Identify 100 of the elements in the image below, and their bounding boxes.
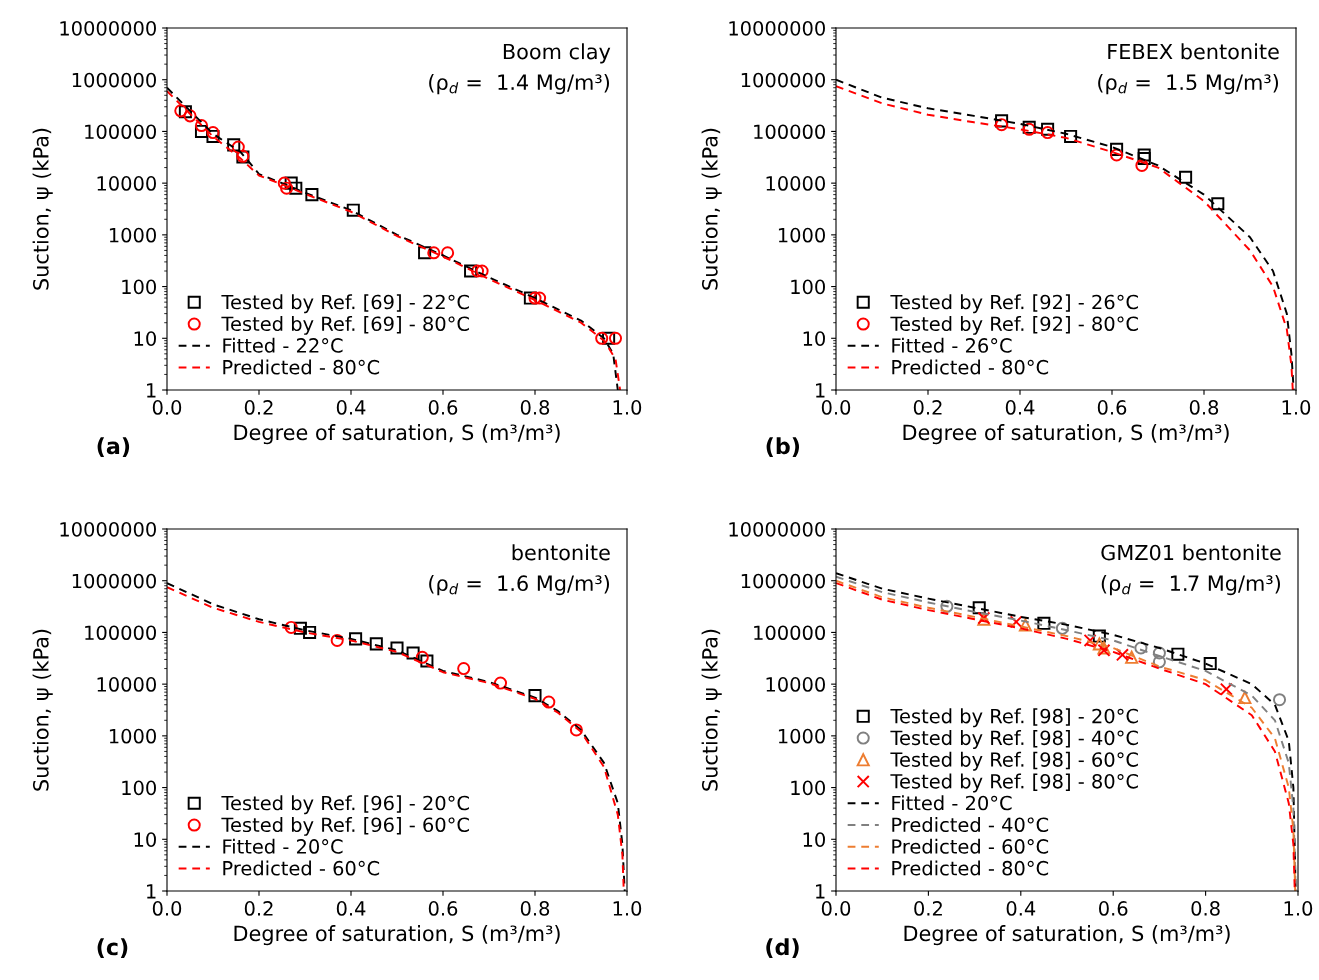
- y-tick-label: 10000: [97, 677, 156, 692]
- point: [1152, 646, 1166, 660]
- x-tick-label: 0.4: [336, 400, 366, 415]
- y-tick-label: 10000: [766, 176, 825, 191]
- y-tick-label: 1000: [109, 728, 156, 744]
- x-tick-label: 0.8: [520, 901, 550, 916]
- point: [1125, 650, 1139, 664]
- point: [231, 140, 245, 154]
- point: [1110, 148, 1124, 162]
- legend-label: Tested by Ref. [98] - 20°C: [890, 708, 1138, 728]
- y-tick-label: 1000: [778, 728, 825, 744]
- x-tick-label: 0.0: [821, 901, 851, 916]
- point: [1203, 657, 1217, 671]
- y-tick-label: 100: [122, 780, 156, 796]
- y-tick-label: 10: [803, 832, 825, 847]
- y-axis-title: Suction, ψ (kPa): [32, 629, 53, 791]
- legend-label: Tested by Ref. [98] - 80°C: [890, 773, 1138, 793]
- point: [194, 119, 209, 133]
- point: [1179, 170, 1193, 184]
- annotation: (ρ$_{d}$ = 1.5 Mg/m³): [1098, 74, 1279, 95]
- annotation: FEBEX bentonite: [1108, 43, 1279, 60]
- y-tick-label: 100000: [85, 625, 156, 641]
- point: [369, 637, 383, 651]
- y-tick-label: 1: [147, 884, 156, 899]
- x-tick-label: 0.0: [152, 901, 182, 916]
- annotation: GMZ01 bentonite: [1101, 544, 1281, 561]
- y-tick-label: 10: [803, 331, 825, 346]
- y-axis-title: Suction, ψ (kPa): [32, 128, 53, 290]
- x-tick-label: 0.8: [1191, 901, 1220, 916]
- x-tick-label: 0.2: [913, 400, 942, 415]
- x-tick-label: 1.0: [1282, 400, 1311, 415]
- point: [475, 264, 489, 278]
- text: (b): [766, 437, 800, 457]
- point: [303, 625, 317, 639]
- y-tick-label: 1000000: [72, 573, 156, 589]
- legend-label: Tested by Ref. [96] - 20°C: [221, 795, 469, 815]
- annotation: (ρ$_{d}$ = 1.7 Mg/m³): [1101, 575, 1280, 596]
- y-tick-label: 1: [816, 383, 825, 398]
- legend-label: Tested by Ref. [92] - 26°C: [890, 294, 1138, 314]
- point: [1064, 129, 1078, 143]
- point: [528, 291, 542, 305]
- point: [194, 124, 209, 138]
- point: [418, 246, 432, 260]
- point: [1152, 655, 1166, 669]
- legend-label: Fitted - 20°C: [892, 795, 1012, 811]
- point: [420, 654, 434, 668]
- point: [608, 331, 623, 345]
- annotation: bentonite: [512, 544, 610, 561]
- legend-label: Tested by Ref. [96] - 60°C: [221, 817, 469, 836]
- point: [569, 723, 583, 737]
- point: [1041, 126, 1055, 140]
- text: (d): [766, 938, 799, 958]
- text: (a): [97, 437, 130, 457]
- point: [284, 620, 298, 634]
- y-tick-label: 1: [147, 383, 156, 398]
- text: (c): [97, 938, 128, 958]
- point: [349, 632, 363, 646]
- y-tick-label: 10000000: [729, 521, 825, 537]
- point: [1134, 641, 1148, 655]
- point: [528, 689, 542, 703]
- y-tick-label: 100: [791, 279, 825, 295]
- point: [972, 601, 986, 615]
- point: [1272, 693, 1287, 707]
- x-tick-label: 0.2: [244, 400, 273, 415]
- annotation: (ρ$_{d}$ = 1.4 Mg/m³): [429, 74, 610, 95]
- point: [1083, 633, 1097, 647]
- legend-label: Tested by Ref. [92] - 80°C: [890, 316, 1138, 335]
- point: [1110, 142, 1124, 156]
- point: [1092, 637, 1106, 651]
- y-axis-title: Suction, ψ (kPa): [701, 128, 722, 290]
- x-tick-label: 1.0: [613, 901, 642, 916]
- x-tick-label: 1.0: [1284, 901, 1313, 916]
- y-tick-label: 1000: [778, 227, 825, 243]
- point: [995, 118, 1009, 132]
- legend-label: Predicted - 40°C: [892, 817, 1049, 833]
- y-tick-label: 100000: [85, 124, 156, 140]
- y-tick-label: 1000000: [741, 72, 825, 88]
- legend-label: Tested by Ref. [98] - 40°C: [890, 730, 1138, 749]
- y-tick-label: 10000000: [60, 20, 156, 36]
- point: [1219, 682, 1233, 696]
- y-tick-label: 10000000: [60, 521, 156, 537]
- annotation: Boom clay: [503, 43, 611, 64]
- y-tick-label: 1000000: [741, 573, 825, 589]
- point: [602, 331, 616, 345]
- point: [284, 176, 298, 190]
- point: [1171, 647, 1185, 661]
- point: [1115, 648, 1129, 662]
- x-tick-label: 0.4: [1005, 400, 1035, 415]
- point: [595, 331, 609, 345]
- legend-label: Predicted - 80°C: [223, 359, 380, 375]
- y-tick-label: 100: [122, 279, 156, 295]
- y-tick-label: 100: [791, 780, 825, 796]
- point: [523, 291, 537, 305]
- x-tick-label: 0.2: [244, 901, 273, 916]
- point: [277, 176, 291, 190]
- x-axis-title: Degree of saturation, S (m³/m³): [903, 424, 1229, 445]
- point: [1135, 158, 1149, 172]
- legend-label: Predicted - 80°C: [892, 860, 1049, 876]
- point: [1037, 616, 1051, 630]
- point: [441, 246, 455, 260]
